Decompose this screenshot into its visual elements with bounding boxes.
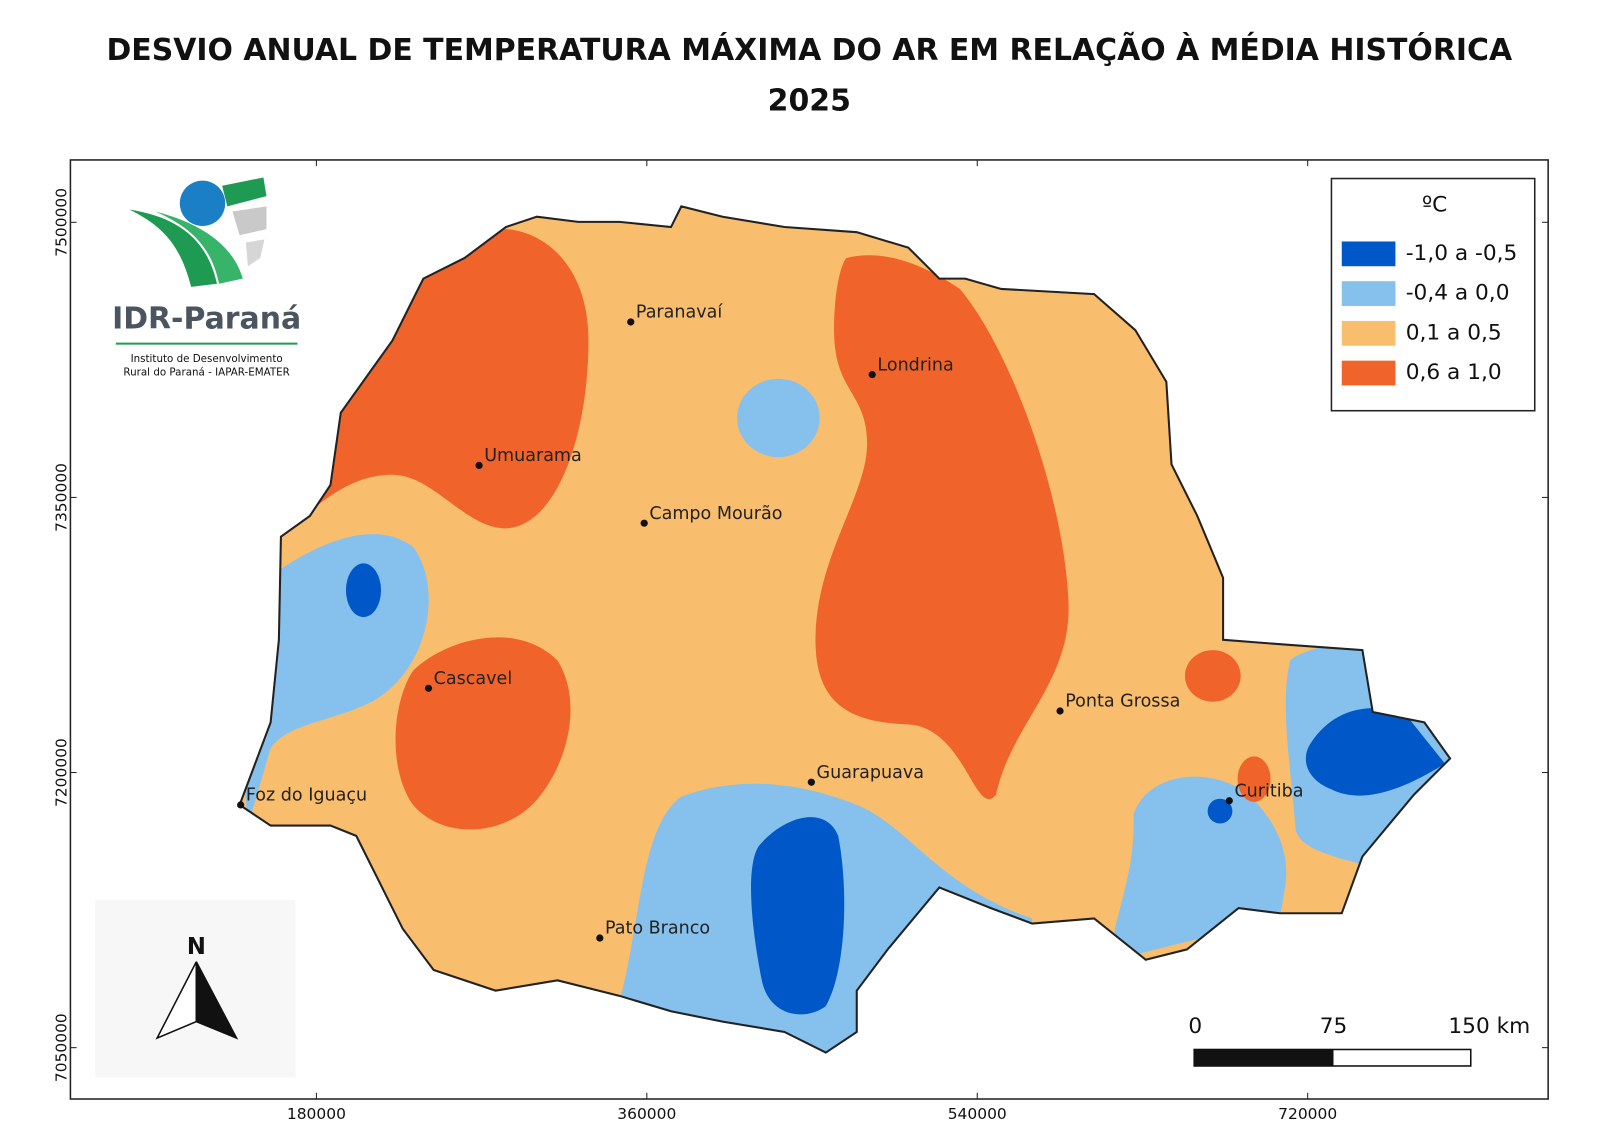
north-label: N <box>187 934 206 960</box>
city-dot <box>807 778 815 786</box>
city-dot <box>1056 707 1064 715</box>
region <box>1207 798 1233 824</box>
legend-label: -1,0 a -0,5 <box>1406 241 1518 266</box>
y-tick-label: 7500000 <box>53 188 71 257</box>
y-tick-label: 7200000 <box>53 738 71 807</box>
city-dot <box>868 370 876 379</box>
x-tick-label: 360000 <box>617 1105 676 1123</box>
city-dot <box>424 684 433 692</box>
north-arrow: N <box>95 899 296 1078</box>
city-label: Pato Branco <box>605 919 710 939</box>
legend-swatch <box>1341 320 1396 346</box>
x-tick-label: 180000 <box>287 1105 346 1123</box>
legend-title: ºC <box>1422 192 1447 217</box>
city-dot <box>640 519 648 527</box>
region <box>345 563 382 618</box>
scale-label: 150 km <box>1448 1014 1530 1039</box>
city-label: Paranavaí <box>636 303 723 323</box>
city-dot <box>1225 797 1233 805</box>
legend-label: 0,1 a 0,5 <box>1406 320 1502 345</box>
title: DESVIO ANUAL DE TEMPERATURA MÁXIMA DO AR… <box>106 31 1512 68</box>
legend-swatch <box>1341 360 1396 386</box>
city-dot <box>627 318 635 326</box>
region <box>751 817 845 1015</box>
x-tick-label: 720000 <box>1278 1105 1337 1123</box>
legend-label: -0,4 a 0,0 <box>1406 281 1510 306</box>
map-regions <box>239 206 1451 1053</box>
x-tick-label: 540000 <box>948 1105 1007 1123</box>
city-label: Londrina <box>877 355 953 375</box>
scale-bar: 0 75 150 km <box>1188 1014 1530 1067</box>
legend-swatch <box>1341 281 1396 306</box>
logo-name: IDR-Paraná <box>112 301 301 336</box>
city-label: Foz do Iguaçu <box>246 786 367 806</box>
region <box>395 637 571 830</box>
logo-text: Instituto de Desenvolvimento <box>131 353 283 365</box>
logo: IDR-Paraná Instituto de Desenvolvimento … <box>112 177 301 379</box>
scale-label: 0 <box>1188 1014 1202 1039</box>
city-label: Ponta Grossa <box>1065 692 1180 712</box>
city-dot <box>237 801 245 809</box>
city-label: Guarapuava <box>817 763 925 783</box>
city-label: Cascavel <box>434 669 513 689</box>
title: 2025 <box>768 84 851 119</box>
scale-label: 75 <box>1320 1014 1348 1039</box>
region <box>1305 708 1445 796</box>
region <box>815 255 1069 800</box>
y-tick-label: 7350000 <box>53 463 71 532</box>
region <box>1237 756 1271 802</box>
city-label: Campo Mourão <box>649 504 782 524</box>
legend-swatch <box>1341 241 1396 267</box>
region <box>737 378 820 458</box>
region <box>1184 650 1241 702</box>
y-tick-label: 7050000 <box>53 1013 71 1082</box>
city-label: Curitiba <box>1234 781 1303 801</box>
legend-label: 0,6 a 1,0 <box>1406 360 1502 385</box>
city-dot <box>475 461 483 470</box>
city-label: Umuarama <box>484 446 582 466</box>
logo-text: Rural do Paraná - IAPAR-EMATER <box>123 367 289 379</box>
city-dot <box>596 934 604 942</box>
